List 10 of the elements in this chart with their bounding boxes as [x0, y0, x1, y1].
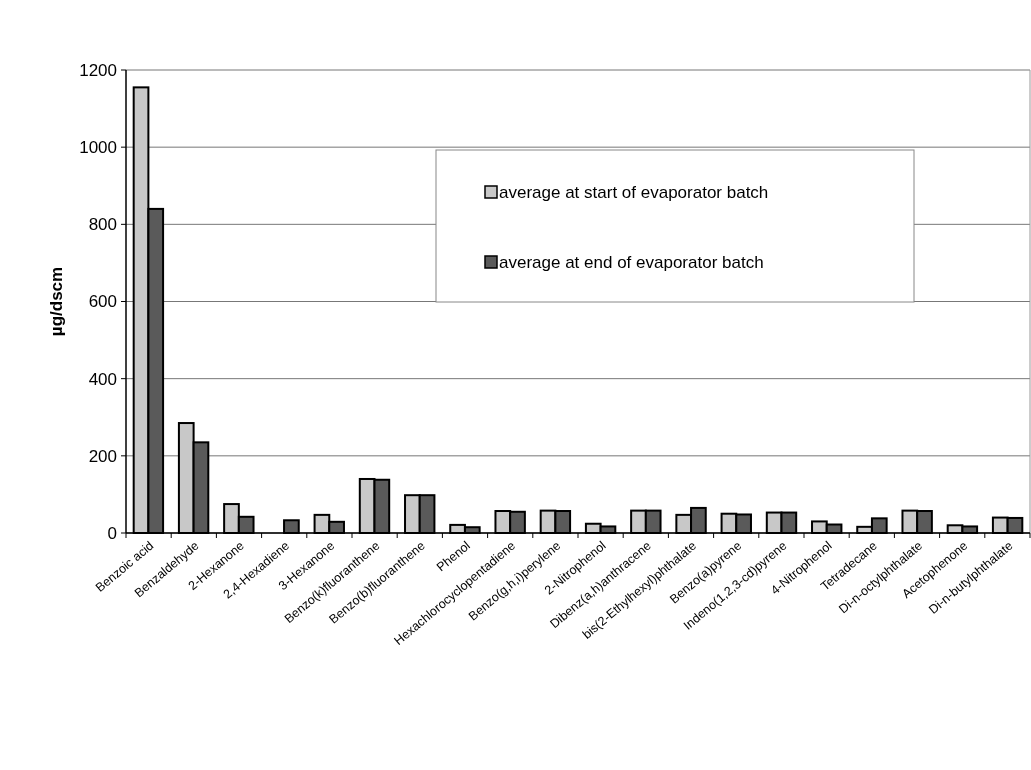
y-tick-label: 1000	[79, 138, 117, 158]
y-tick-label: 600	[88, 292, 117, 312]
y-axis-title: µg/dscm	[47, 266, 66, 337]
y-tick-label: 200	[88, 446, 117, 466]
y-tick-label: 800	[88, 215, 117, 235]
y-tick-label: 0	[107, 523, 117, 543]
y-tick-label: 400	[88, 369, 117, 389]
y-tick-label: 1200	[79, 60, 117, 80]
legend-label: average at end of evaporator batch	[499, 252, 764, 272]
legend-label: average at start of evaporator batch	[499, 182, 769, 202]
